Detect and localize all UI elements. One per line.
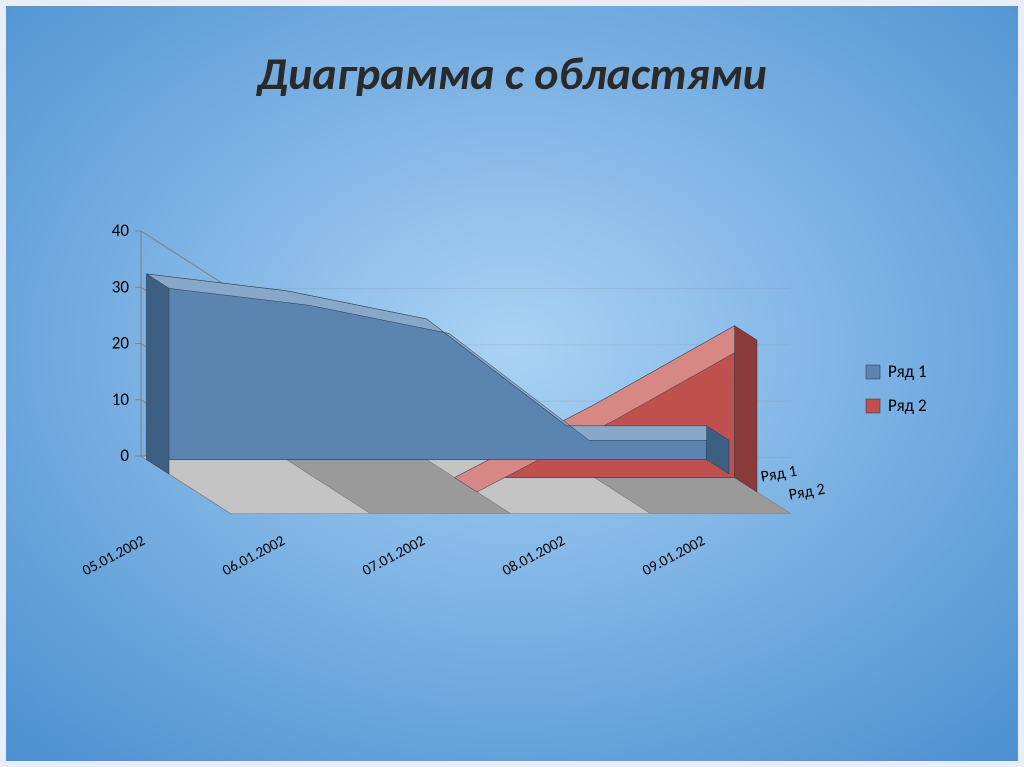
- area-chart-3d: 0 10 20 30 40 05.01.2002 06.01.2002 07.01.2002 0…: [46, 176, 990, 726]
- depth-label: Ряд 2: [787, 480, 826, 505]
- legend-swatch: [866, 365, 880, 379]
- y-tick-label: 40: [112, 220, 130, 241]
- area-side: [735, 326, 757, 492]
- y-tick-label: 30: [112, 276, 130, 297]
- x-tick-label: 07.01.2002: [359, 532, 428, 580]
- depth-label: Ряд 1: [759, 462, 798, 487]
- y-tick-label: 0: [120, 445, 129, 466]
- legend-label: Ряд 2: [888, 395, 927, 416]
- slide: Диаграмма с областями 0 10 20 30 40 05.01.200…: [0, 0, 1024, 767]
- x-tick-label: 08.01.2002: [499, 532, 568, 580]
- legend-label: Ряд 1: [888, 361, 927, 382]
- y-tick-label: 20: [112, 333, 130, 354]
- y-tick-label: 10: [112, 389, 130, 410]
- chart-title: Диаграмма с областями: [6, 46, 1018, 102]
- chart-svg: 0 10 20 30 40 05.01.2002 06.01.2002 07.01.2002 0…: [46, 176, 990, 726]
- x-tick-label: 09.01.2002: [639, 532, 708, 580]
- x-tick-label: 05.01.2002: [79, 532, 148, 580]
- area-left-side: [147, 274, 169, 474]
- legend-swatch: [866, 399, 880, 413]
- x-tick-label: 06.01.2002: [219, 532, 288, 580]
